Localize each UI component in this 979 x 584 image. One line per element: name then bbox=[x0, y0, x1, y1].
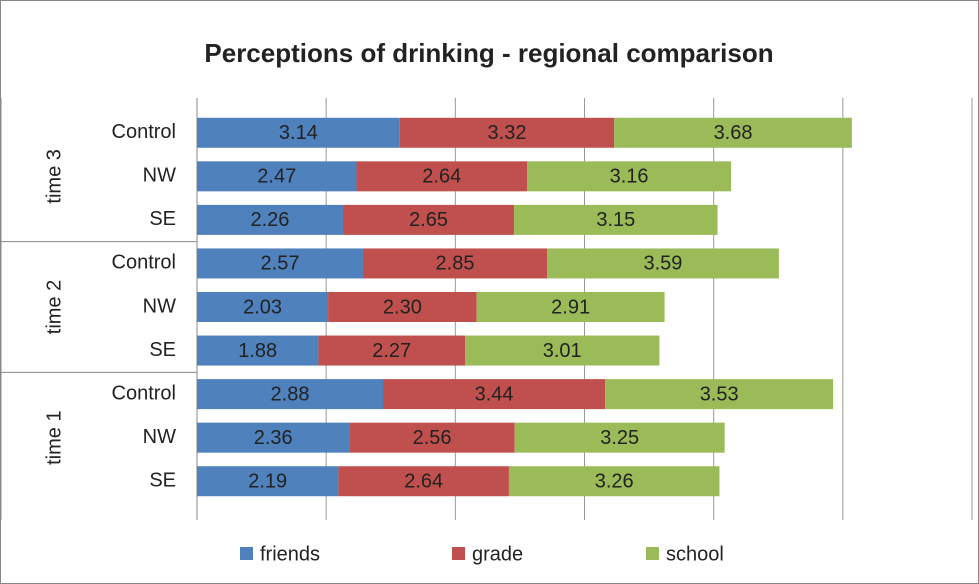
data-label: 2.19 bbox=[248, 471, 287, 493]
data-label: 3.44 bbox=[475, 383, 514, 405]
y-tick-label: SE bbox=[149, 208, 176, 230]
bar-segment bbox=[197, 292, 329, 322]
bar-segment bbox=[356, 161, 528, 192]
data-label: 2.47 bbox=[257, 166, 296, 188]
legend-label: school bbox=[666, 543, 724, 565]
data-label: 3.15 bbox=[596, 209, 635, 231]
data-label: 3.68 bbox=[714, 122, 753, 144]
group-label: time 2 bbox=[43, 280, 65, 334]
data-label: 2.27 bbox=[372, 340, 411, 362]
y-tick-label: NW bbox=[143, 426, 176, 448]
legend-label: grade bbox=[472, 543, 523, 565]
bar-segment bbox=[197, 466, 339, 497]
bar-segment bbox=[342, 204, 515, 235]
data-label: 2.85 bbox=[436, 253, 475, 275]
bar-segment bbox=[318, 335, 466, 366]
y-tick-label: Control bbox=[112, 382, 176, 404]
bar-segment bbox=[614, 117, 852, 148]
data-label: 2.64 bbox=[422, 166, 461, 188]
bar-segment bbox=[197, 335, 319, 366]
bar-segment bbox=[197, 161, 357, 192]
data-label: 3.01 bbox=[543, 340, 582, 362]
data-label: 2.64 bbox=[404, 471, 443, 493]
legend-swatch bbox=[452, 547, 465, 560]
data-label: 2.26 bbox=[251, 209, 290, 231]
bar-segment bbox=[328, 292, 477, 322]
y-tick-label: Control bbox=[112, 252, 176, 274]
y-tick-label: SE bbox=[149, 470, 176, 492]
data-label: 3.16 bbox=[610, 166, 649, 188]
data-label: 2.91 bbox=[551, 296, 590, 318]
bar-segment bbox=[197, 379, 383, 410]
data-label: 3.26 bbox=[595, 471, 634, 493]
bar-segment bbox=[465, 335, 660, 366]
data-label: 3.53 bbox=[700, 383, 739, 405]
bar-segment bbox=[197, 117, 400, 148]
group-label: time 3 bbox=[43, 149, 65, 203]
data-label: 3.25 bbox=[600, 427, 639, 449]
data-label: 2.56 bbox=[413, 427, 452, 449]
data-label: 2.03 bbox=[243, 296, 282, 318]
data-label: 1.88 bbox=[238, 340, 277, 362]
bar-segment bbox=[527, 161, 732, 192]
bar-segment bbox=[349, 422, 515, 453]
data-label: 3.14 bbox=[279, 122, 318, 144]
bar-segment bbox=[399, 117, 615, 148]
bar-segment bbox=[362, 248, 548, 279]
bar-segment bbox=[476, 292, 665, 322]
bar-segment bbox=[508, 466, 720, 497]
y-tick-label: NW bbox=[143, 165, 176, 187]
data-label: 3.32 bbox=[488, 122, 527, 144]
group-label: time 1 bbox=[43, 410, 65, 464]
bar-segment bbox=[514, 422, 725, 453]
data-label: 2.30 bbox=[383, 296, 422, 318]
bar-segment bbox=[547, 248, 779, 279]
bar-segment bbox=[338, 466, 509, 497]
data-label: 2.57 bbox=[261, 253, 300, 275]
data-label: 3.59 bbox=[644, 253, 683, 275]
data-label: 2.36 bbox=[254, 427, 293, 449]
bar-segment bbox=[197, 204, 343, 235]
y-tick-label: Control bbox=[112, 121, 176, 143]
legend-swatch bbox=[646, 547, 659, 560]
data-label: 2.88 bbox=[271, 383, 310, 405]
bar-segment bbox=[514, 204, 718, 235]
legend-swatch bbox=[240, 547, 253, 560]
chart-title: Perceptions of drinking - regional compa… bbox=[204, 38, 773, 68]
bar-segment bbox=[197, 422, 350, 453]
y-tick-label: SE bbox=[149, 339, 176, 361]
bar-segment bbox=[383, 379, 606, 410]
bar-segment bbox=[197, 248, 363, 279]
data-label: 2.65 bbox=[409, 209, 448, 231]
legend-label: friends bbox=[260, 543, 320, 565]
bar-segment bbox=[605, 379, 834, 410]
y-tick-label: NW bbox=[143, 295, 176, 317]
